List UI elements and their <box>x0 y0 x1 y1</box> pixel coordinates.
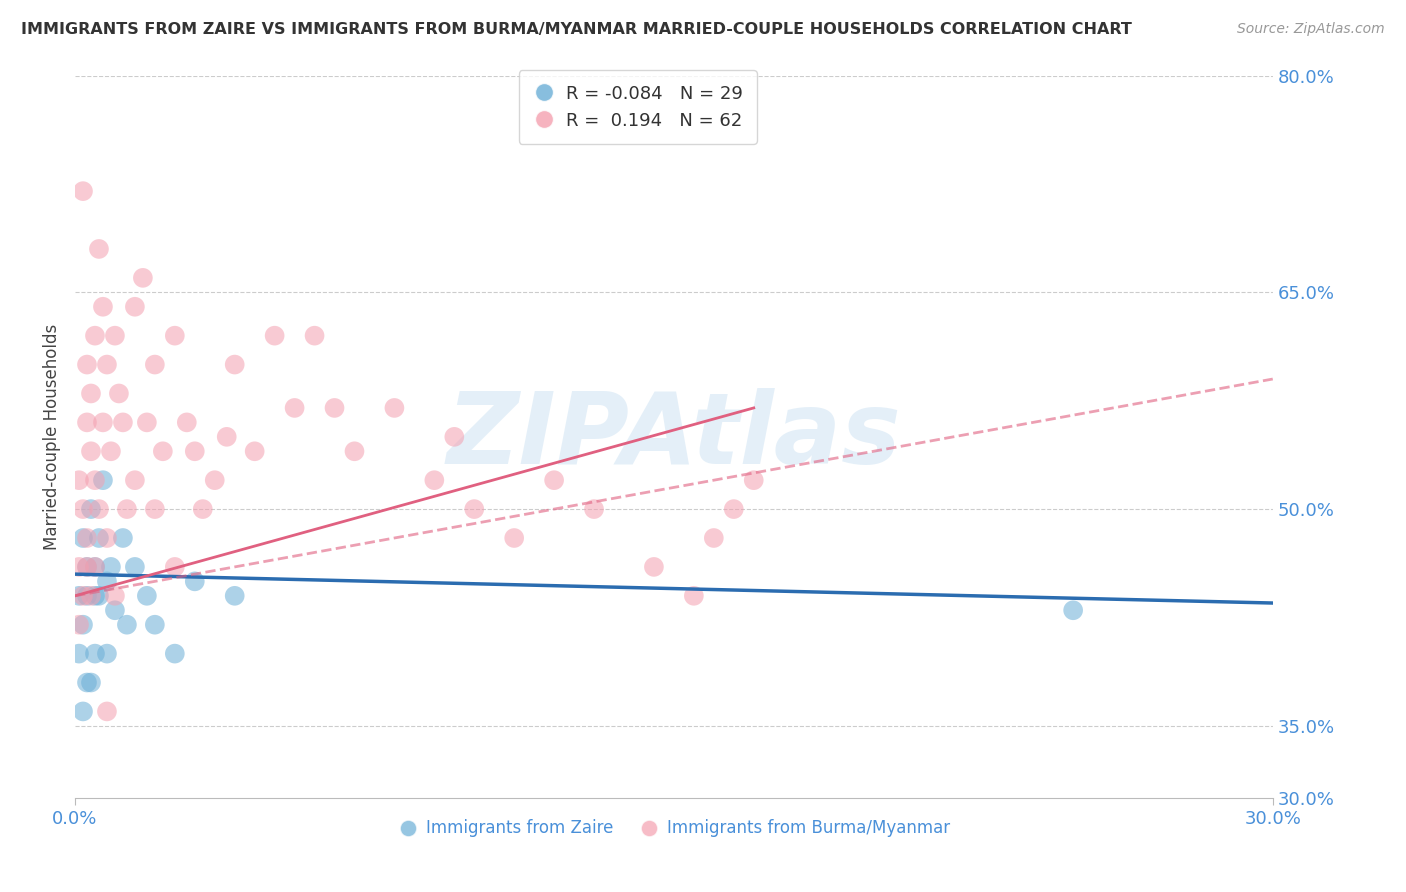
Point <box>91 473 114 487</box>
Point <box>72 502 94 516</box>
Point <box>72 705 94 719</box>
Point <box>1062 603 1084 617</box>
Text: ZIPAtlas: ZIPAtlas <box>447 388 901 485</box>
Point <box>67 617 90 632</box>
Point <box>215 430 238 444</box>
Point <box>100 560 122 574</box>
Point <box>191 502 214 516</box>
Point <box>384 401 406 415</box>
Point <box>80 386 103 401</box>
Point <box>84 647 107 661</box>
Point <box>224 589 246 603</box>
Point <box>96 705 118 719</box>
Point <box>163 328 186 343</box>
Point <box>104 589 127 603</box>
Point <box>682 589 704 603</box>
Point <box>84 560 107 574</box>
Point <box>67 560 90 574</box>
Point <box>72 184 94 198</box>
Legend: Immigrants from Zaire, Immigrants from Burma/Myanmar: Immigrants from Zaire, Immigrants from B… <box>391 813 956 844</box>
Point <box>76 560 98 574</box>
Point <box>76 589 98 603</box>
Point <box>87 531 110 545</box>
Point <box>463 502 485 516</box>
Point <box>87 589 110 603</box>
Point <box>67 647 90 661</box>
Point <box>84 473 107 487</box>
Point <box>176 416 198 430</box>
Point <box>96 358 118 372</box>
Point <box>104 603 127 617</box>
Y-axis label: Married-couple Households: Married-couple Households <box>44 324 60 550</box>
Point <box>76 358 98 372</box>
Text: Source: ZipAtlas.com: Source: ZipAtlas.com <box>1237 22 1385 37</box>
Point <box>91 300 114 314</box>
Text: IMMIGRANTS FROM ZAIRE VS IMMIGRANTS FROM BURMA/MYANMAR MARRIED-COUPLE HOUSEHOLDS: IMMIGRANTS FROM ZAIRE VS IMMIGRANTS FROM… <box>21 22 1132 37</box>
Point <box>343 444 366 458</box>
Point <box>503 531 526 545</box>
Point <box>84 560 107 574</box>
Point <box>124 300 146 314</box>
Point <box>243 444 266 458</box>
Point <box>423 473 446 487</box>
Point <box>84 589 107 603</box>
Point <box>143 502 166 516</box>
Point <box>80 444 103 458</box>
Point <box>583 502 606 516</box>
Point <box>115 502 138 516</box>
Point <box>143 358 166 372</box>
Point <box>135 589 157 603</box>
Point <box>67 473 90 487</box>
Point <box>184 444 207 458</box>
Point <box>204 473 226 487</box>
Point <box>224 358 246 372</box>
Point <box>135 416 157 430</box>
Point <box>163 560 186 574</box>
Point <box>643 560 665 574</box>
Point <box>72 589 94 603</box>
Point <box>323 401 346 415</box>
Point <box>723 502 745 516</box>
Point <box>80 502 103 516</box>
Point <box>72 531 94 545</box>
Point <box>84 328 107 343</box>
Point <box>443 430 465 444</box>
Point <box>76 675 98 690</box>
Point <box>111 416 134 430</box>
Point <box>76 560 98 574</box>
Point <box>96 574 118 589</box>
Point <box>152 444 174 458</box>
Point <box>124 473 146 487</box>
Point <box>91 416 114 430</box>
Point <box>100 444 122 458</box>
Point <box>76 531 98 545</box>
Point <box>703 531 725 545</box>
Point <box>104 328 127 343</box>
Point <box>87 242 110 256</box>
Point <box>76 416 98 430</box>
Point <box>115 617 138 632</box>
Point <box>284 401 307 415</box>
Point <box>304 328 326 343</box>
Point <box>96 531 118 545</box>
Point <box>543 473 565 487</box>
Point <box>87 502 110 516</box>
Point <box>124 560 146 574</box>
Point <box>96 647 118 661</box>
Point <box>143 617 166 632</box>
Point <box>67 589 90 603</box>
Point <box>163 647 186 661</box>
Point <box>111 531 134 545</box>
Point <box>80 589 103 603</box>
Point <box>742 473 765 487</box>
Point <box>184 574 207 589</box>
Point <box>132 270 155 285</box>
Point <box>263 328 285 343</box>
Point <box>108 386 131 401</box>
Point <box>80 675 103 690</box>
Point <box>72 617 94 632</box>
